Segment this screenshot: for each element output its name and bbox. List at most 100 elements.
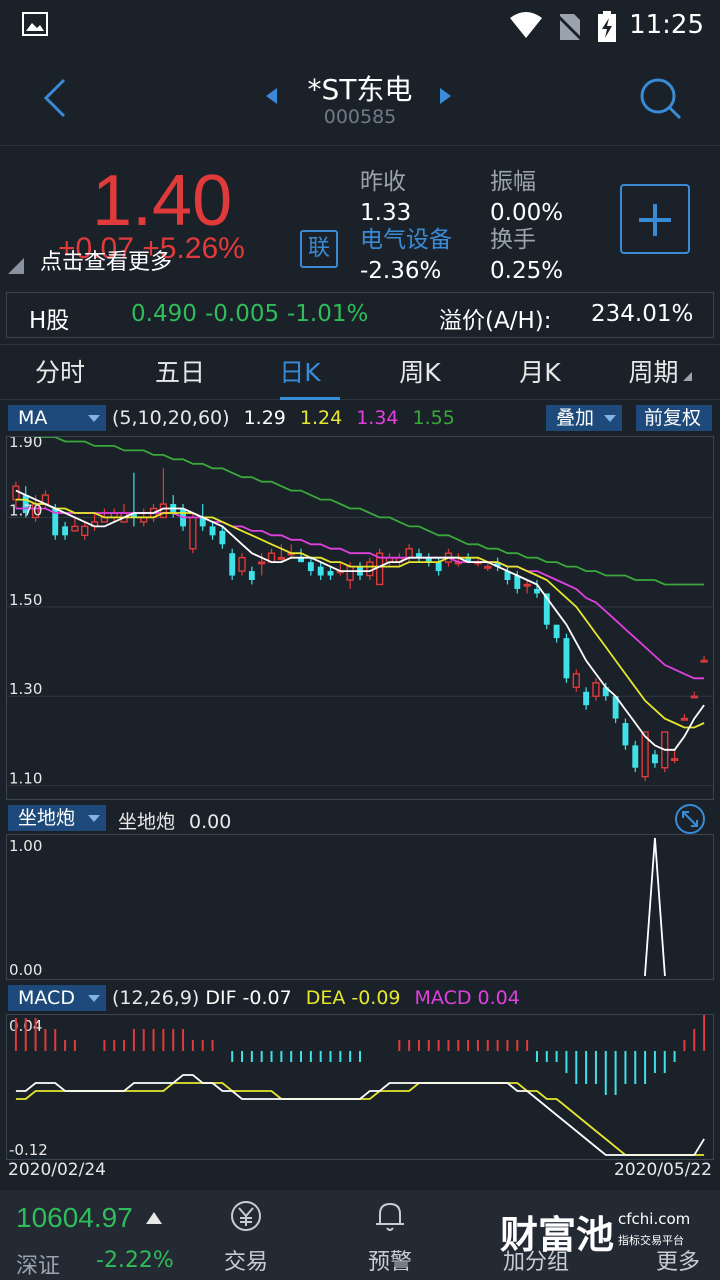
expand-corner-icon[interactable] [8,258,24,274]
dif-line [15,1074,705,1156]
chevron-down-icon [604,415,616,422]
candle-body [238,556,246,572]
macd-legend: (12,26,9) DIF -0.07 DEA -0.09 MACD 0.04 [112,987,534,1009]
tab-weekly-k[interactable]: 周K [399,358,441,387]
ma60-line [15,431,705,586]
overlay-selector[interactable]: 叠加 [546,405,622,431]
period-dropdown-icon [682,372,692,381]
nav-trade[interactable]: 交易 [196,1198,296,1276]
tab-daily-k[interactable]: 日K [279,358,321,387]
ma-legend: (5,10,20,60) 1.29 1.24 1.34 1.55 [112,407,469,429]
stock-header: *ST东电 000585 [0,52,720,146]
watermark-sub: 指标交易平台 [618,1233,684,1247]
h-share-change: -0.005 [205,301,280,327]
candle-body [700,659,708,663]
premium-label: 溢价(A/H): [439,308,552,334]
y-tick-label: 1.50 [9,591,42,609]
signal-chart[interactable]: 1.00 0.00 [6,834,714,980]
wifi-icon [510,12,542,38]
dif-value: -0.07 [242,987,292,1009]
yen-icon [231,1201,261,1231]
signal-y-top: 1.00 [9,837,42,855]
h-share-pct: -1.01% [287,301,369,327]
candle-body [219,530,226,545]
next-stock-icon[interactable] [440,88,451,104]
candle-body [553,624,560,639]
adjust-button[interactable]: 前复权 [636,405,712,431]
watermark-logo: 财富池 cfchi.com 指标交易平台 [500,1206,700,1260]
candle-body [514,575,521,589]
signal-spike [644,837,666,977]
signal-name: 坐地炮 [118,811,176,833]
ma-selector[interactable]: MA [8,405,106,431]
candle-body [523,583,531,587]
h-share-row[interactable]: H股 0.490 -0.005 -1.01% 溢价(A/H): 234.01% [6,292,714,338]
nav-add-group[interactable]: 加分组 [486,1238,586,1276]
add-watchlist-button[interactable] [620,184,690,254]
ma5-value: 1.29 [243,407,286,429]
macd-value: 0.04 [477,987,520,1009]
linked-stocks-button[interactable]: 联 [300,230,338,268]
price-change: +0.07 +5.26% [58,232,245,265]
signal-legend: 坐地炮 0.00 [118,807,245,834]
candle-body [81,525,89,537]
nav-more[interactable]: 更多 [628,1238,720,1276]
candle-body [563,638,570,679]
macd-params: (12,26,9) [112,987,200,1009]
candle-body [248,571,255,581]
status-icons [508,10,618,48]
index-change: -2.22% [96,1248,174,1273]
candle-body [71,525,79,532]
dea-label: DEA [305,987,346,1009]
amplitude: 振幅 0.00% [490,162,563,226]
macd-svg: 0.04-0.12 [9,1007,706,1159]
candle-body [159,503,168,519]
signal-selector[interactable]: 坐地炮 [8,805,106,831]
nav-add-group-label: 加分组 [502,1250,569,1275]
candle-body [327,571,334,576]
expand-chart-icon[interactable] [674,803,706,839]
candle-body [277,556,286,560]
kline-chart[interactable]: 1.90 1.70 1.50 1.30 1.10 [6,431,714,800]
tab-monthly-k[interactable]: 月K [519,358,561,387]
y-tick-label: 1.30 [9,680,42,698]
candle-body [572,673,580,688]
candle-body [632,745,639,768]
nav-alert[interactable]: 预警 [340,1198,440,1276]
last-price: 1.40 [92,161,233,241]
macd-label: MACD [414,987,472,1009]
active-tab-indicator [280,397,340,400]
signal-selector-label: 坐地炮 [18,807,76,829]
candle-body [209,526,216,536]
candle-body [583,691,590,706]
tab-five-day[interactable]: 五日 [154,358,205,387]
amplitude-value: 0.00% [490,200,564,226]
macd-selector[interactable]: MACD [8,985,106,1011]
candle-body [317,566,324,576]
nav-trade-label: 交易 [223,1250,268,1275]
ma-params: (5,10,20,60) [112,407,230,429]
tap-more-link[interactable]: 点击查看更多 [40,250,173,275]
prev-stock-icon[interactable] [266,88,277,104]
gallery-icon [22,12,48,40]
candle-body [52,508,59,536]
candle-body [622,723,629,746]
back-icon[interactable] [40,76,70,124]
bell-icon [376,1202,404,1231]
macd-chart[interactable]: 0.04 -0.12 [6,1007,714,1160]
search-icon[interactable] [636,74,684,126]
ma5-line [15,489,705,751]
nav-more-label: 更多 [655,1250,700,1275]
kline-svg: 1.90 1.70 1.50 1.30 1.10 [7,431,713,788]
dif-label: DIF [205,987,237,1009]
tab-period-label: 周期 [628,358,679,387]
industry-link[interactable]: 电气设备 [360,227,452,253]
industry[interactable]: 电气设备 -2.36% [360,220,452,284]
candle-body [543,593,550,625]
chevron-down-icon [88,815,100,822]
tab-period[interactable]: 周期 [600,353,720,389]
tab-intraday[interactable]: 分时 [34,358,85,387]
ma20-line [15,507,705,680]
index-value[interactable]: 10604.97 [16,1202,133,1233]
candle-body [494,562,501,567]
